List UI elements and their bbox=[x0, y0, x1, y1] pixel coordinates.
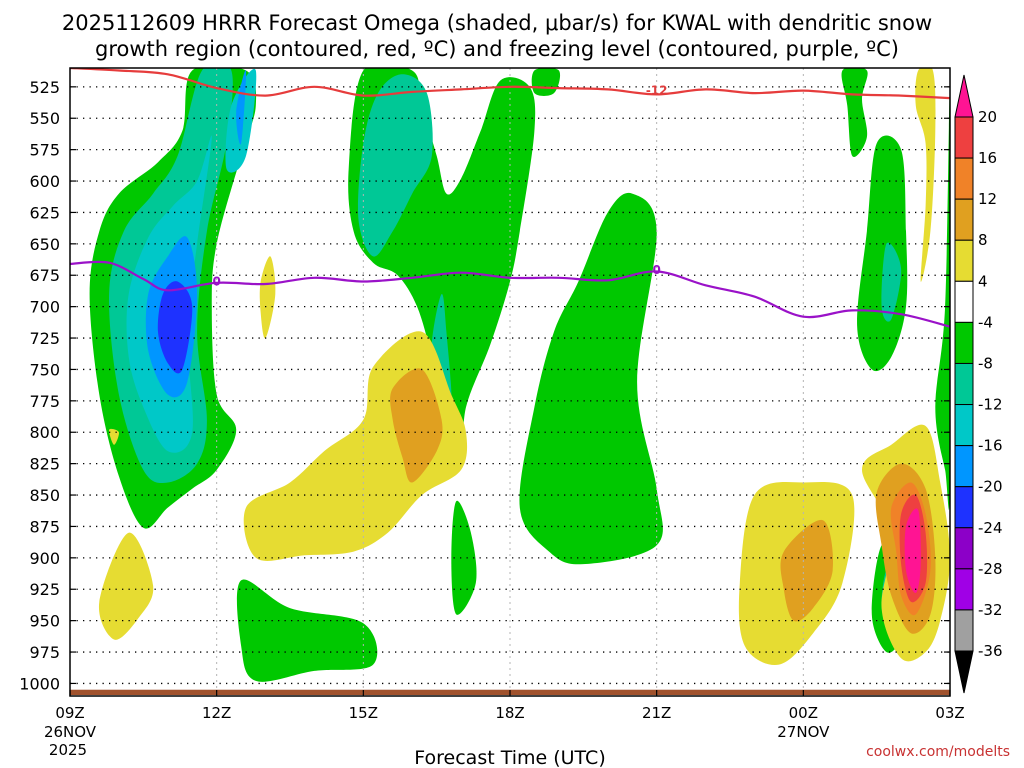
colorbar-swatch-m32 bbox=[954, 609, 974, 652]
y-tick-label: 525 bbox=[29, 78, 60, 97]
colorbar-swatch-c12 bbox=[954, 157, 974, 200]
y-tick-label: 925 bbox=[29, 580, 60, 599]
omega-region-m4-13 bbox=[451, 500, 477, 615]
omega-region-c8-26 bbox=[780, 519, 834, 622]
y-tick-label: 725 bbox=[29, 329, 60, 348]
dgz-contour-line bbox=[70, 68, 950, 100]
colorbar-swatch-c4 bbox=[954, 239, 974, 282]
colorbar-swatch-neutral bbox=[954, 280, 974, 323]
colorbar-tick-label: -32 bbox=[978, 601, 1003, 619]
colorbar-tick-label: -20 bbox=[978, 478, 1003, 496]
colorbar-tick-label: 4 bbox=[978, 272, 988, 290]
x-tick-year: 2025 bbox=[49, 741, 87, 759]
y-tick-label: 975 bbox=[29, 643, 60, 662]
colorbar-swatch-m24 bbox=[954, 527, 974, 570]
x-tick-label: 15Z bbox=[349, 704, 378, 722]
colorbar-tick-label: -12 bbox=[978, 396, 1003, 414]
y-tick-label: 1000 bbox=[19, 674, 60, 693]
temperature-contours: -12 0 0 bbox=[70, 68, 950, 328]
omega-region-m4-11 bbox=[519, 192, 663, 565]
omega-region-m4-15 bbox=[857, 135, 908, 372]
omega-region-m4-12 bbox=[236, 579, 378, 682]
y-tick-label: 775 bbox=[29, 392, 60, 411]
x-tick-label: 12Z bbox=[202, 704, 231, 722]
omega-region-c4-24 bbox=[259, 256, 276, 339]
omega-region-m4-14 bbox=[841, 68, 868, 157]
colorbar-swatch-m28 bbox=[954, 568, 974, 611]
omega-region-m4-10 bbox=[531, 68, 561, 96]
y-tick-label: 750 bbox=[29, 360, 60, 379]
x-tick-label: 00Z bbox=[789, 704, 818, 722]
x-tick-date: 27NOV bbox=[777, 723, 830, 741]
colorbar-tick-label: 16 bbox=[978, 149, 997, 167]
colorbar-tick-label: 20 bbox=[978, 108, 997, 126]
y-tick-label: 675 bbox=[29, 266, 60, 285]
y-tick-label: 950 bbox=[29, 612, 60, 631]
colorbar-swatch-c16 bbox=[954, 116, 974, 159]
omega-region-c20-31 bbox=[904, 508, 921, 594]
colorbar-tick-label: -4 bbox=[978, 313, 993, 331]
x-tick-label: 09Z bbox=[55, 704, 84, 722]
colorbar-bottom-arrow bbox=[954, 650, 974, 694]
colorbar-tick-label: -8 bbox=[978, 354, 993, 372]
dgz-contour-label: -12 bbox=[646, 84, 668, 98]
freezing-level-label: 0 bbox=[652, 263, 660, 277]
colorbar-tick-label: 12 bbox=[978, 190, 997, 208]
freezing-level-label: 0 bbox=[212, 275, 220, 289]
colorbar-swatch-m8 bbox=[954, 362, 974, 406]
colorbar-tick-label: -24 bbox=[978, 519, 1003, 537]
y-tick-label: 900 bbox=[29, 549, 60, 568]
grid-lines bbox=[70, 68, 950, 696]
colorbar: 20 16 12 8 4 -4 -8 -12 -16 -20 -24 -28 -32 -36 bbox=[954, 74, 1003, 694]
colorbar-tick-label: -28 bbox=[978, 560, 1003, 578]
y-tick-label: 550 bbox=[29, 109, 60, 128]
omega-region-m8-16 bbox=[881, 242, 902, 322]
colorbar-tick-label: -36 bbox=[978, 642, 1003, 660]
colorbar-tick-label: -16 bbox=[978, 437, 1003, 455]
chart-title-line-2: growth region (contoured, red, ºC) and f… bbox=[95, 37, 899, 61]
x-tick-label: 21Z bbox=[642, 704, 671, 722]
omega-region-m20-4 bbox=[157, 281, 193, 374]
omega-shading bbox=[89, 68, 950, 682]
y-tick-label: 625 bbox=[29, 203, 60, 222]
omega-region-c8-21 bbox=[390, 368, 443, 483]
y-tick-label: 825 bbox=[29, 455, 60, 474]
colorbar-swatch-m16 bbox=[954, 445, 974, 488]
x-axis-label: Forecast Time (UTC) bbox=[414, 747, 605, 768]
omega-region-c4-22 bbox=[98, 532, 154, 640]
omega-region-m4-19 bbox=[935, 90, 950, 510]
colorbar-top-arrow bbox=[954, 74, 974, 118]
y-tick-label: 800 bbox=[29, 423, 60, 442]
freezing-level-line bbox=[70, 260, 950, 328]
y-axis-ticks: 525 550 575 600 625 650 675 700 725 750 775 800 825 8… bbox=[19, 78, 950, 693]
site-credit: coolwx.com/modelts bbox=[866, 744, 1010, 760]
colorbar-swatch-c8 bbox=[954, 198, 974, 241]
colorbar-tick-label: 8 bbox=[978, 231, 988, 249]
y-tick-label: 875 bbox=[29, 517, 60, 536]
colorbar-swatch-m4 bbox=[954, 321, 974, 364]
omega-region-c4-32 bbox=[915, 68, 936, 282]
omega-region-m8-8 bbox=[357, 74, 433, 257]
y-tick-label: 850 bbox=[29, 486, 60, 505]
y-tick-label: 575 bbox=[29, 141, 60, 160]
y-tick-label: 650 bbox=[29, 235, 60, 254]
x-tick-date: 26NOV bbox=[44, 723, 97, 741]
colorbar-swatch-m20 bbox=[954, 486, 974, 529]
y-tick-label: 700 bbox=[29, 298, 60, 317]
chart-title-line-1: 2025112609 HRRR Forecast Omega (shaded, … bbox=[62, 11, 932, 35]
x-tick-label: 18Z bbox=[495, 704, 524, 722]
x-tick-label: 03Z bbox=[935, 704, 964, 722]
omega-region-m16-6 bbox=[236, 69, 247, 145]
y-tick-label: 600 bbox=[29, 172, 60, 191]
colorbar-swatch-m12 bbox=[954, 404, 974, 447]
